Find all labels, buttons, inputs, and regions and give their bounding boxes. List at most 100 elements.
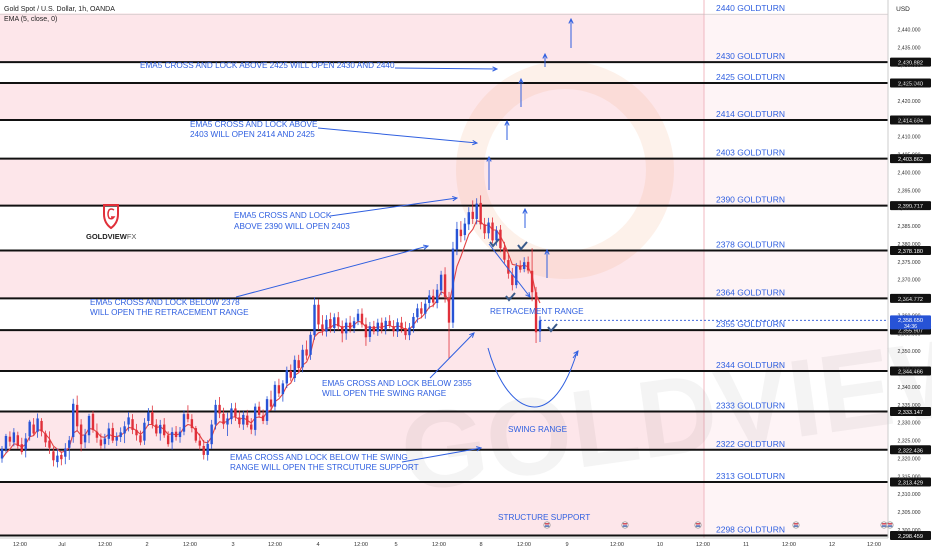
candle-body: [412, 316, 415, 329]
price-tick: 2,310.000: [897, 492, 920, 498]
event-flag-icon[interactable]: [543, 521, 551, 529]
candle-body: [79, 424, 83, 445]
indicator-legend[interactable]: EMA (5, close, 0): [4, 16, 57, 23]
check-icon: [517, 241, 528, 251]
candle-body: [12, 432, 16, 443]
price-tick: 2,415.000: [897, 117, 920, 123]
candle: [530, 248, 534, 302]
candle-body: [408, 327, 411, 336]
chart-header: Gold Spot / U.S. Dollar, 1h, OANDA EMA (…: [4, 6, 115, 23]
price-marker-label: 2,430.882: [898, 61, 923, 67]
event-flag-stripe: [544, 523, 550, 525]
candle: [12, 428, 16, 447]
candle: [214, 399, 217, 430]
candle: [463, 217, 467, 241]
event-flag-icon[interactable]: [694, 521, 702, 529]
goldturn-label: 2364 GOLDTURN: [716, 287, 785, 297]
candle-body: [143, 422, 146, 441]
candle: [162, 418, 166, 438]
candle-body: [230, 408, 233, 420]
candle-body: [534, 292, 538, 333]
candle-body: [0, 448, 4, 459]
candle: [475, 198, 478, 225]
candle-body: [428, 295, 431, 303]
candle-body: [301, 349, 304, 368]
arrow-2378-head: [422, 244, 430, 250]
arrow-2425-head: [492, 66, 499, 72]
candle-body: [119, 432, 122, 438]
candle: [309, 331, 312, 360]
swing-curve-head-head: [573, 350, 579, 357]
price-marker-label: 2,344.466: [898, 370, 923, 376]
arrow-swing: [401, 446, 483, 463]
candle-body: [329, 319, 332, 329]
check-icon: [547, 323, 558, 333]
candle: [376, 318, 380, 336]
candle-body: [127, 417, 130, 425]
event-flag-icon[interactable]: [880, 521, 888, 529]
candle-body: [499, 229, 502, 249]
time-tick: 5: [394, 542, 397, 548]
candle: [293, 355, 296, 382]
candle-body: [48, 440, 51, 448]
arrow-2390-head: [452, 196, 459, 202]
candle: [190, 414, 194, 433]
arrow-2355: [429, 332, 475, 379]
up-arrow: [522, 207, 528, 228]
event-flag-circle: [621, 521, 629, 529]
symbol-title[interactable]: Gold Spot / U.S. Dollar, 1h, OANDA: [4, 6, 115, 13]
annotation-ema-2355-l2: WILL OPEN THE SWING RANGE: [322, 389, 447, 398]
price-axis[interactable]: USD 2,430.882 2,425.040 2,414.694 2,403.862…: [887, 0, 931, 540]
candle-body: [277, 385, 281, 394]
event-flag-stripe: [622, 523, 628, 525]
time-tick: 11: [743, 542, 749, 548]
candle-body: [75, 404, 79, 427]
candle-body: [269, 399, 273, 407]
event-flag-circle: [880, 521, 888, 529]
brand-logo: GOLDVIEWFX: [86, 204, 136, 241]
arrow-swing-head: [476, 446, 483, 452]
candle: [348, 315, 352, 333]
up-arrow-head: [544, 248, 550, 255]
candle: [392, 320, 395, 337]
candle-body: [36, 418, 39, 432]
candle: [95, 423, 99, 443]
event-flag-icon[interactable]: [886, 521, 894, 529]
arrow-2425-shaft: [394, 67, 498, 70]
candle: [178, 427, 182, 443]
candle-body: [60, 454, 63, 460]
candle: [412, 312, 415, 333]
candle: [277, 378, 281, 398]
annotation-ema-2403-l1: EMA5 CROSS AND LOCK ABOVE: [190, 120, 318, 129]
candle-body: [487, 222, 490, 234]
candle: [435, 284, 439, 309]
event-flag-icon[interactable]: [792, 521, 800, 529]
candle: [107, 422, 111, 445]
price-tick: 2,340.000: [897, 385, 920, 391]
candle: [483, 217, 486, 239]
candle: [352, 317, 356, 334]
candle: [238, 410, 241, 428]
event-flag-circle: [886, 521, 894, 529]
candle: [182, 410, 186, 436]
time-axis[interactable]: 12:00 Jul 12:00 2 12:00 3 12:00 4 12:00 5 12:00 8 12…: [0, 521, 894, 548]
candle-body: [289, 370, 292, 378]
candle: [428, 290, 431, 309]
current-price-value: 2,358.650: [898, 318, 923, 324]
price-marker-label: 2,322.436: [898, 448, 923, 454]
candle: [32, 418, 35, 436]
candle-body: [388, 320, 391, 326]
candle-body: [155, 424, 158, 434]
candle-body: [321, 324, 324, 331]
candle: [534, 286, 538, 344]
candle: [131, 414, 134, 435]
candle: [24, 433, 27, 458]
event-flag-icon[interactable]: [621, 521, 629, 529]
time-tick: 12:00: [610, 542, 624, 548]
candle: [341, 320, 344, 343]
price-tick: 2,355.000: [897, 331, 920, 337]
candle-body: [325, 319, 328, 332]
watermark-logo-icon: [456, 61, 674, 279]
goldturn-levels: 2440 GOLDTURN 2430 GOLDTURN 2425 GOLDTURN 2…: [0, 3, 888, 537]
